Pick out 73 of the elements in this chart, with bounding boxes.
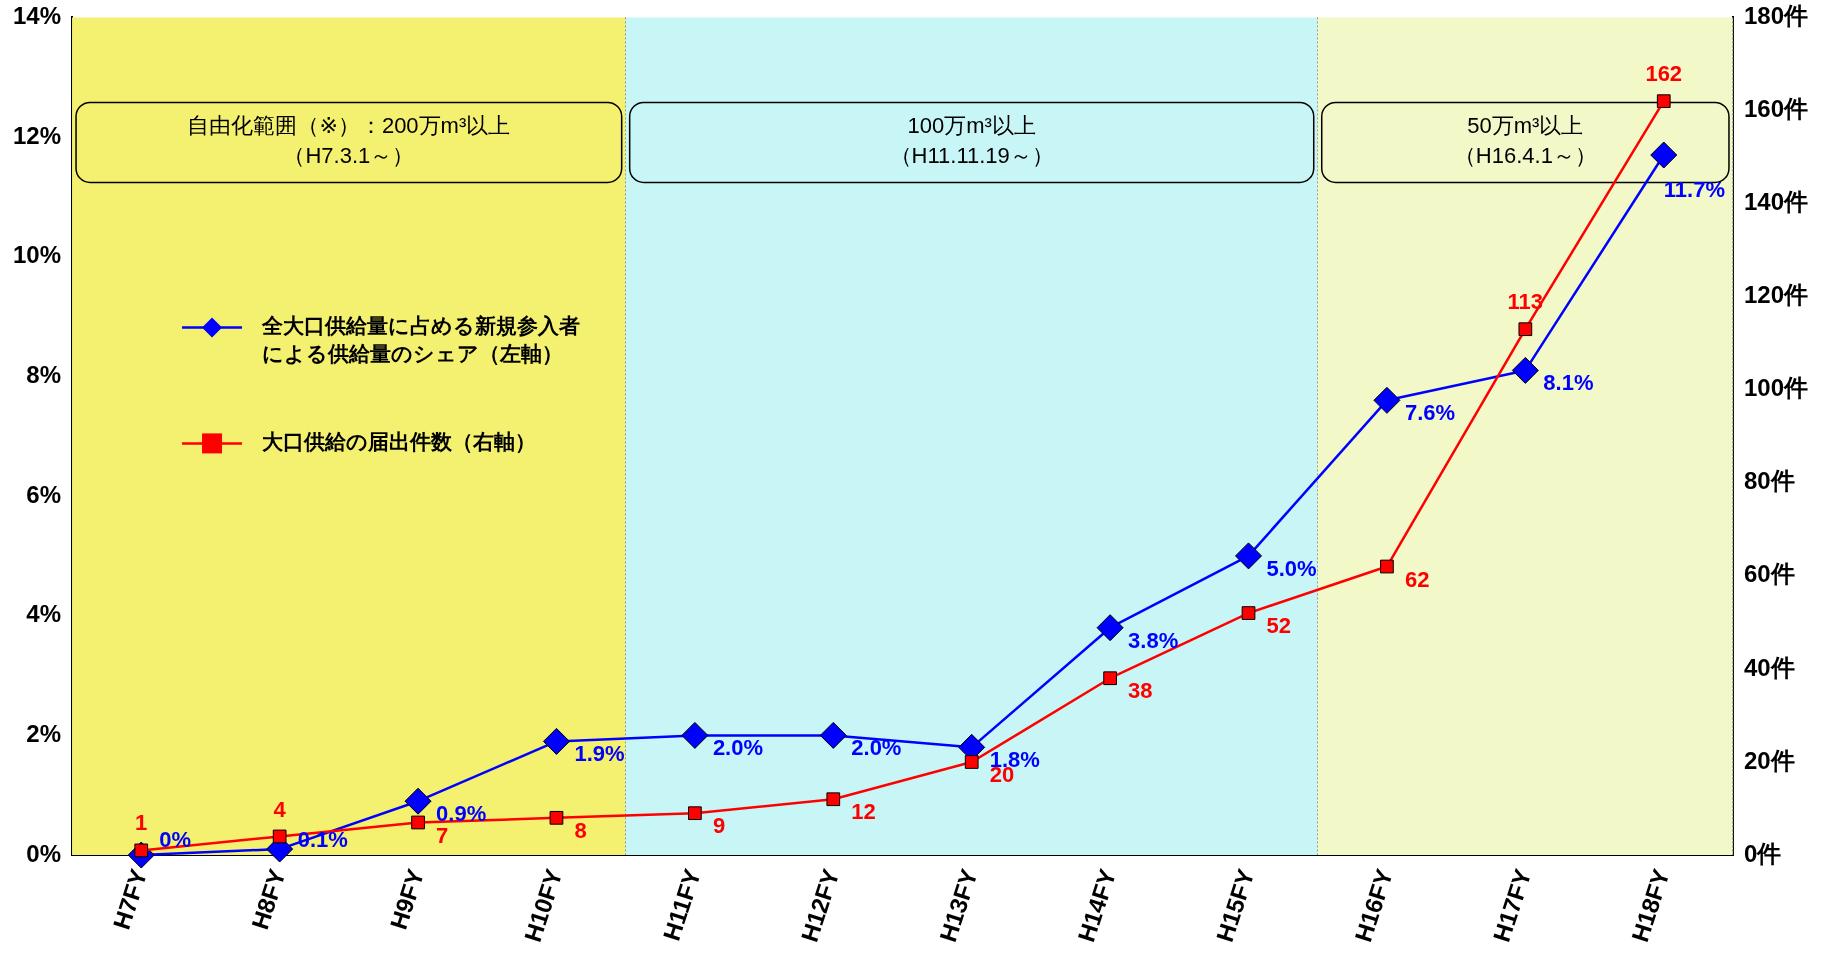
data-label: 162 — [1645, 61, 1683, 87]
point — [688, 806, 702, 821]
y2-tick-label: 160件 — [1743, 95, 1808, 123]
point — [411, 815, 425, 830]
data-label: 2.0% — [712, 735, 764, 761]
point — [1380, 559, 1394, 574]
point — [549, 810, 564, 825]
point — [1373, 386, 1401, 414]
x-tick-label: H7FY — [107, 865, 153, 933]
y2-tick-label: 40件 — [1743, 653, 1795, 681]
x-tick-label: H10FY — [518, 865, 568, 946]
y2-tick-label: 120件 — [1743, 281, 1808, 309]
band-label: 50万m³以上（H16.4.1～） — [1453, 113, 1597, 169]
data-label: 11.7% — [1663, 177, 1725, 203]
x-tick-label: H14FY — [1072, 865, 1122, 946]
data-label: 5.0% — [1266, 555, 1317, 581]
y2-tick-label: 80件 — [1743, 467, 1795, 495]
point — [1656, 94, 1671, 109]
point — [1518, 322, 1533, 337]
data-label: 7.6% — [1404, 400, 1456, 426]
x-tick-label: H9FY — [384, 865, 430, 933]
data-label: 8.1% — [1543, 370, 1594, 396]
y-tick-label: 10% — [12, 241, 62, 269]
data-label: 8 — [574, 817, 587, 843]
x-tick-label: H18FY — [1626, 865, 1675, 946]
y-tick-label: 0% — [26, 839, 62, 867]
y2-tick-label: 180件 — [1743, 2, 1808, 30]
y2-tick-label: 20件 — [1743, 746, 1795, 774]
point — [1103, 671, 1117, 686]
data-label: 12 — [851, 799, 876, 825]
y2-tick-label: 140件 — [1743, 188, 1808, 216]
legend-label: 全大口供給量に占める新規参入者による供給量のシェア（左軸） — [261, 314, 581, 366]
y-tick-label: 4% — [26, 600, 62, 628]
data-label: 1.9% — [574, 741, 625, 767]
y-tick-label: 8% — [26, 361, 62, 389]
x-tick-label: H13FY — [933, 865, 983, 946]
data-label: 52 — [1266, 613, 1292, 639]
y2-tick-label: 60件 — [1743, 560, 1795, 588]
data-label: 1 — [135, 810, 148, 836]
point — [1096, 614, 1124, 642]
data-label: 4 — [273, 796, 287, 822]
y2-tick-label: 0件 — [1743, 839, 1782, 867]
x-tick-label: H11FY — [657, 865, 706, 944]
data-label: 3.8% — [1128, 627, 1179, 653]
point — [1241, 606, 1256, 620]
point — [272, 829, 287, 844]
band-label: 100万m³以上（H11.11.19～） — [889, 113, 1054, 169]
point — [819, 721, 847, 749]
x-tick-label: H16FY — [1349, 865, 1398, 946]
x-tick-label: H15FY — [1210, 865, 1260, 946]
point — [826, 792, 841, 807]
point — [964, 755, 979, 769]
point — [404, 787, 432, 815]
data-label: 38 — [1128, 678, 1153, 704]
y-tick-label: 6% — [26, 480, 62, 508]
legend-label: 大口供給の届出件数（右軸） — [262, 430, 537, 454]
y-tick-label: 14% — [12, 2, 62, 30]
point — [542, 727, 570, 755]
band-label: 自由化範囲（※）：200万m³以上（H7.3.1～） — [187, 113, 511, 169]
y2-tick-label: 100件 — [1743, 374, 1808, 402]
data-label: 62 — [1404, 566, 1430, 592]
data-label: 0% — [159, 827, 192, 853]
x-tick-label: H8FY — [246, 865, 291, 933]
x-tick-label: H17FY — [1487, 865, 1537, 946]
data-label: 9 — [712, 813, 726, 839]
y-tick-label: 2% — [26, 720, 62, 748]
data-label: 2.0% — [851, 735, 902, 761]
point — [681, 721, 709, 749]
x-tick-label: H12FY — [795, 865, 845, 946]
y-tick-label: 12% — [12, 121, 62, 149]
point — [1511, 356, 1539, 384]
point — [1650, 141, 1678, 169]
point — [1235, 542, 1263, 570]
